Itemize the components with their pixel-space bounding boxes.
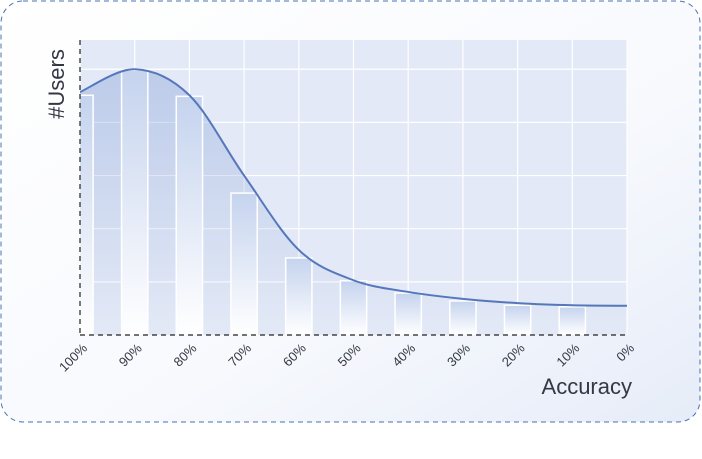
bar	[503, 304, 532, 335]
bar	[394, 292, 423, 335]
bar	[558, 306, 587, 335]
bar	[175, 95, 204, 335]
y-axis-label: #Users	[44, 49, 69, 119]
bar	[339, 280, 368, 335]
area	[80, 69, 627, 335]
bar	[230, 192, 258, 335]
bar	[120, 69, 149, 335]
bar	[284, 257, 313, 335]
line	[80, 68, 627, 307]
x-axis-label: Accuracy	[542, 374, 632, 399]
bar	[449, 300, 477, 335]
